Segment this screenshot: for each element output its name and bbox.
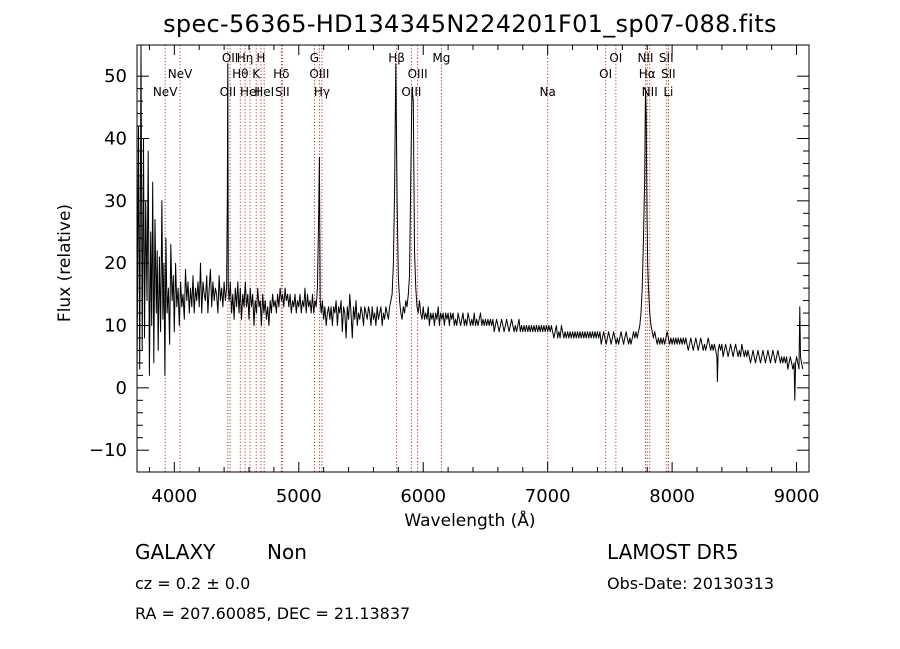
marker-label: OI [609, 51, 622, 65]
marker-label: NeV [153, 85, 178, 99]
marker-label: NII [637, 51, 653, 65]
x-axis-ticks: 4000 5000 6000 7000 8000 9000 [148, 45, 820, 507]
marker-label: OIII [309, 67, 329, 81]
object-class: GALAXY [135, 540, 216, 564]
y-tick-label: 0 [116, 378, 127, 399]
emission-line-labels: NeVNeVOIIOIIHθHηHeIKHHeIHδSIIGOIIIHγHβOI… [153, 51, 676, 99]
marker-label: K [252, 67, 261, 81]
x-axis-label: Wavelength (Å) [404, 511, 536, 531]
marker-label: SII [659, 51, 674, 65]
marker-label: OII [222, 51, 239, 65]
marker-label: Hη [237, 51, 254, 65]
marker-label: HeI [254, 85, 274, 99]
y-tick-label: 10 [104, 316, 127, 337]
marker-label: Hα [639, 67, 656, 81]
x-tick-label: 6000 [400, 486, 446, 507]
survey-name: LAMOST DR5 [607, 540, 739, 564]
marker-label: Hθ [232, 67, 248, 81]
emission-line-markers [164, 45, 669, 472]
marker-label: OIII [408, 67, 428, 81]
marker-label: OI [599, 67, 612, 81]
y-axis-ticks: −10 0 10 20 30 40 50 [89, 66, 809, 461]
y-tick-label: 30 [104, 191, 127, 212]
y-tick-label: 20 [104, 253, 127, 274]
marker-label: Mg [432, 51, 450, 65]
marker-label: Li [663, 85, 673, 99]
marker-label: SII [275, 85, 290, 99]
marker-label: H [256, 51, 265, 65]
x-tick-label: 7000 [525, 486, 571, 507]
plot-frame [136, 44, 810, 473]
object-subclass: Non [267, 540, 307, 564]
marker-label: NII [642, 85, 658, 99]
marker-label: G [310, 51, 319, 65]
coordinates: RA = 207.60085, DEC = 21.13837 [135, 604, 411, 623]
x-tick-label: 9000 [774, 486, 820, 507]
marker-label: NeV [168, 67, 193, 81]
y-axis-label: Flux (relative) [55, 203, 75, 323]
x-tick-label: 4000 [151, 486, 197, 507]
marker-label: SII [661, 67, 676, 81]
x-tick-label: 8000 [649, 486, 695, 507]
spectrum-line [137, 45, 804, 401]
observation-date: Obs-Date: 20130313 [607, 574, 775, 593]
marker-label: Na [539, 85, 555, 99]
marker-label: Hβ [388, 51, 405, 65]
x-tick-label: 5000 [276, 486, 322, 507]
y-tick-label: 50 [104, 66, 127, 87]
marker-label: OIII [401, 85, 421, 99]
marker-label: HeI [240, 85, 260, 99]
marker-label: Hδ [273, 67, 289, 81]
y-tick-label: 40 [104, 129, 127, 150]
y-tick-label: −10 [89, 440, 127, 461]
marker-label: Hγ [314, 85, 330, 99]
redshift-cz: cz = 0.2 ± 0.0 [135, 574, 251, 593]
chart-title: spec-56365-HD134345N224201F01_sp07-088.f… [163, 10, 777, 38]
